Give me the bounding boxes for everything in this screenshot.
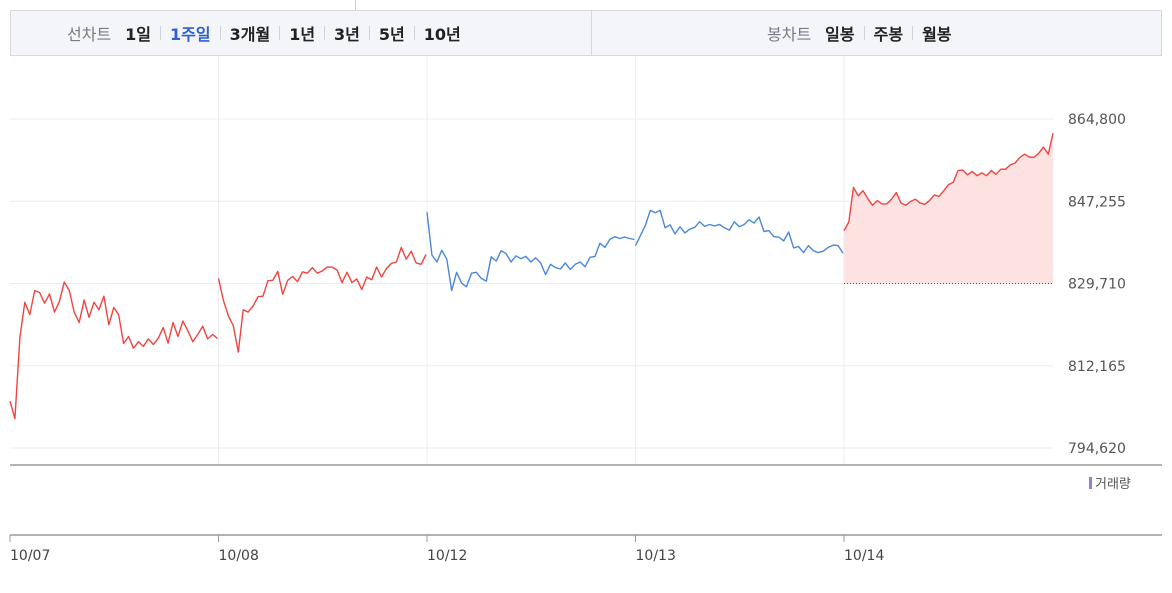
tab-line-period-1[interactable]: 1주일: [170, 25, 211, 44]
tab-candle-period-2[interactable]: 월봉: [922, 25, 952, 44]
line-chart-caption: 선차트: [67, 25, 112, 44]
tab-line-period-4[interactable]: 3년: [334, 25, 360, 44]
tab-candle-period-0[interactable]: 일봉: [825, 25, 855, 44]
price-tick-label: 812,165: [1068, 359, 1126, 375]
tab-line-period-6[interactable]: 10년: [423, 25, 461, 44]
x-tick-label: 10/14: [844, 548, 884, 564]
tab-line-period-2[interactable]: 3개월: [229, 25, 271, 44]
candle-chart-caption: 봉차트: [767, 25, 812, 44]
price-line-10-13: [634, 209, 844, 254]
tab-separator: [219, 26, 221, 40]
tab-line-period-0[interactable]: 1일: [125, 25, 152, 44]
tabbar-divider: [591, 11, 592, 55]
price-tick-label: 847,255: [1068, 194, 1126, 210]
line-chart-tab-group: 선차트 1일 1주일 3개월 1년 3년 5년 10년: [67, 11, 461, 55]
x-tick-label: 10/07: [10, 548, 50, 564]
tab-separator: [413, 26, 415, 40]
tab-separator: [160, 26, 162, 40]
volume-legend-label: 거래량: [1095, 477, 1131, 492]
x-tick-label: 10/13: [636, 548, 676, 564]
volume-legend-swatch: [1089, 477, 1092, 489]
price-tick-label: 864,800: [1068, 112, 1126, 128]
tab-separator: [324, 26, 326, 40]
x-tick-label: 10/08: [219, 548, 259, 564]
candle-chart-tab-group: 봉차트 일봉 주봉 월봉: [767, 11, 952, 55]
tab-line-period-3[interactable]: 1년: [289, 25, 316, 44]
tab-candle-period-1[interactable]: 주봉: [873, 25, 904, 44]
price-tick-label: 829,710: [1068, 277, 1126, 293]
price-line-10-14: [843, 132, 1054, 231]
price-line-10-08: [217, 246, 427, 353]
price-tick-label: 794,620: [1068, 441, 1126, 457]
x-tick-label: 10/12: [427, 548, 467, 564]
stock-price-chart: 864,800 847,255 829,710 812,165 794,620 거래량 10…: [9, 56, 1162, 564]
last-day-area-fill: [844, 133, 1053, 284]
price-line-10-07: [9, 281, 218, 420]
tab-separator: [279, 26, 281, 40]
price-line-10-12: [426, 212, 635, 292]
tab-separator: [368, 26, 370, 40]
tab-separator: [863, 26, 865, 40]
tab-line-period-5[interactable]: 5년: [378, 25, 405, 44]
top-edge-line: [0, 0, 356, 10]
chart-period-tabbar: 선차트 1일 1주일 3개월 1년 3년 5년 10년 봉차트 일봉 주봉 월봉: [10, 10, 1162, 56]
tab-separator: [912, 26, 914, 40]
